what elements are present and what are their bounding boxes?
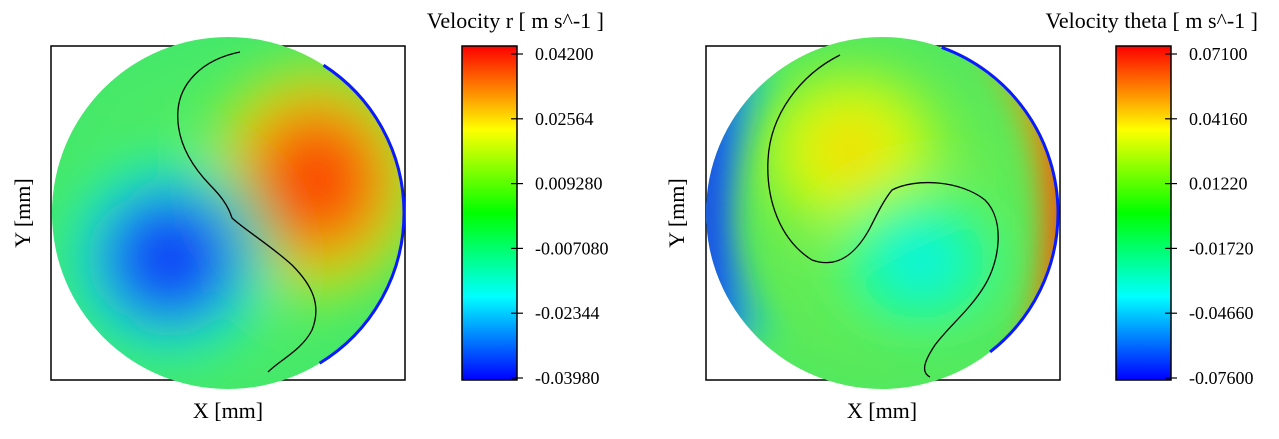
colorbar-tick-label: 0.009280 bbox=[535, 174, 603, 194]
plot-velocity-theta: Velocity theta [ m s^-1 ] X [mm] Y [mm] … bbox=[664, 8, 1258, 423]
colorbar-ticks: 0.07100 0.04160 0.01220 -0.01720 -0.04660 -0.… bbox=[1165, 44, 1254, 388]
chart-title: Velocity theta [ m s^-1 ] bbox=[1045, 8, 1258, 33]
y-axis-label: Y [mm] bbox=[664, 178, 689, 247]
colorbar-tick-label: -0.04660 bbox=[1189, 303, 1254, 323]
colorbar-tick-label: 0.02564 bbox=[535, 109, 594, 129]
domain-boundary bbox=[50, 35, 406, 391]
domain-boundary bbox=[704, 35, 1060, 391]
zero-contour bbox=[767, 54, 999, 378]
plot-velocity-r: Velocity r [ m s^-1 ] X [mm] Y [mm] 0.04… bbox=[10, 8, 609, 423]
colorbar-ticks: 0.04200 0.02564 0.009280 -0.007080 -0.02344 -… bbox=[511, 44, 609, 388]
colorbar bbox=[1115, 45, 1172, 381]
x-axis-label: X [mm] bbox=[193, 398, 263, 423]
colorbar-tick-label: 0.04200 bbox=[535, 44, 594, 64]
colorbar-tick-label: 0.04160 bbox=[1189, 109, 1248, 129]
colorbar-tick-label: -0.03980 bbox=[535, 368, 600, 388]
colorbar-tick-label: 0.01220 bbox=[1189, 174, 1248, 194]
colorbar-tick-label: -0.02344 bbox=[535, 303, 600, 323]
colorbar-tick-label: -0.07600 bbox=[1189, 368, 1254, 388]
y-axis-label: Y [mm] bbox=[10, 178, 35, 247]
colorbar-tick-label: 0.07100 bbox=[1189, 44, 1248, 64]
colorbar-tick-label: -0.007080 bbox=[535, 238, 609, 258]
velocity-theta-field bbox=[706, 37, 1058, 389]
chart-title: Velocity r [ m s^-1 ] bbox=[427, 8, 604, 33]
colorbar bbox=[461, 45, 518, 381]
velocity-r-field bbox=[52, 37, 404, 389]
x-axis-label: X [mm] bbox=[847, 398, 917, 423]
zero-contour bbox=[177, 51, 317, 373]
colorbar-tick-label: -0.01720 bbox=[1189, 238, 1254, 258]
